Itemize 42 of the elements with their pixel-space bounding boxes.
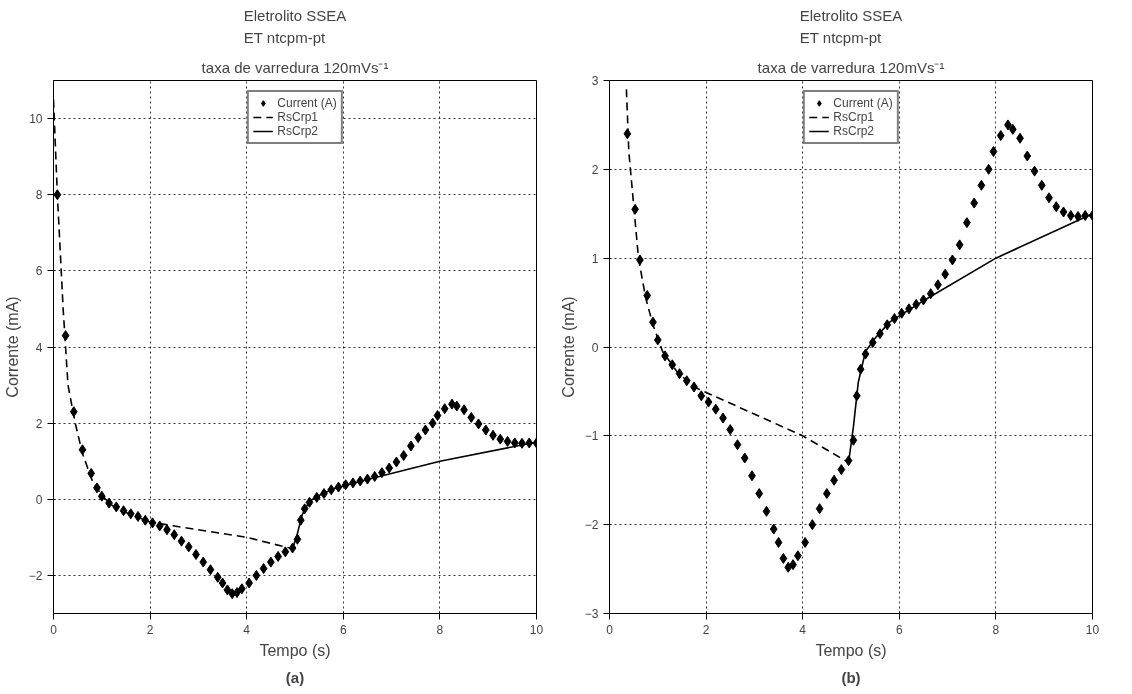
x-tick-label: 8	[992, 622, 1000, 637]
y-tick-label: 3	[591, 74, 599, 88]
legend-label: Current (A)	[277, 96, 337, 110]
x-tick-label: 6	[339, 622, 347, 637]
y-tick-label: −2	[28, 568, 43, 583]
y-tick-label: 1	[591, 251, 599, 266]
x-tick-label: 2	[146, 622, 154, 637]
chart-subtitle: taxa de varredura 120mVs⁻¹	[201, 58, 389, 76]
x-tick-label: 4	[799, 622, 807, 637]
text: (b)	[841, 668, 861, 686]
y-axis-title: Corrente (mA)	[3, 296, 21, 398]
legend-label: RsCrp1	[833, 110, 875, 124]
x-tick-label: 6	[895, 622, 903, 637]
legend-label: RsCrp2	[833, 124, 875, 138]
y-tick-label: −2	[584, 518, 599, 533]
y-tick-label: 10	[29, 112, 43, 127]
y-tick-label: 2	[35, 416, 43, 431]
y-tick-label: 0	[35, 492, 43, 507]
x-axis-title: Tempo (s)	[259, 641, 331, 659]
x-tick-label: 4	[243, 622, 251, 637]
text: (a)	[285, 668, 305, 686]
legend-label: RsCrp1	[277, 110, 319, 124]
chart-title: Eletrolito SSEA ET ntcpm-pt	[799, 7, 903, 47]
y-tick-label: 6	[35, 264, 43, 279]
x-tick-label: 10	[529, 622, 544, 637]
y-axis-title: Corrente (mA)	[559, 296, 577, 398]
legend-label: Current (A)	[833, 96, 893, 110]
y-tick-label: −3	[584, 607, 599, 621]
x-axis-title: Tempo (s)	[815, 641, 887, 659]
x-tick-label: 0	[50, 622, 58, 637]
chart-title: Eletrolito SSEA ET ntcpm-pt	[243, 7, 347, 47]
y-tick-label: −1	[584, 429, 599, 444]
y-tick-label: 4	[35, 340, 43, 355]
x-tick-label: 2	[702, 622, 710, 637]
chart-subtitle: taxa de varredura 120mVs⁻¹	[757, 58, 945, 76]
y-tick-label: 8	[35, 188, 43, 203]
y-tick-label: 2	[591, 162, 599, 177]
x-tick-label: 0	[606, 622, 614, 637]
x-tick-label: 10	[1085, 622, 1100, 637]
x-tick-label: 8	[436, 622, 444, 637]
y-tick-label: 0	[591, 340, 599, 355]
legend-label: RsCrp2	[277, 124, 319, 138]
